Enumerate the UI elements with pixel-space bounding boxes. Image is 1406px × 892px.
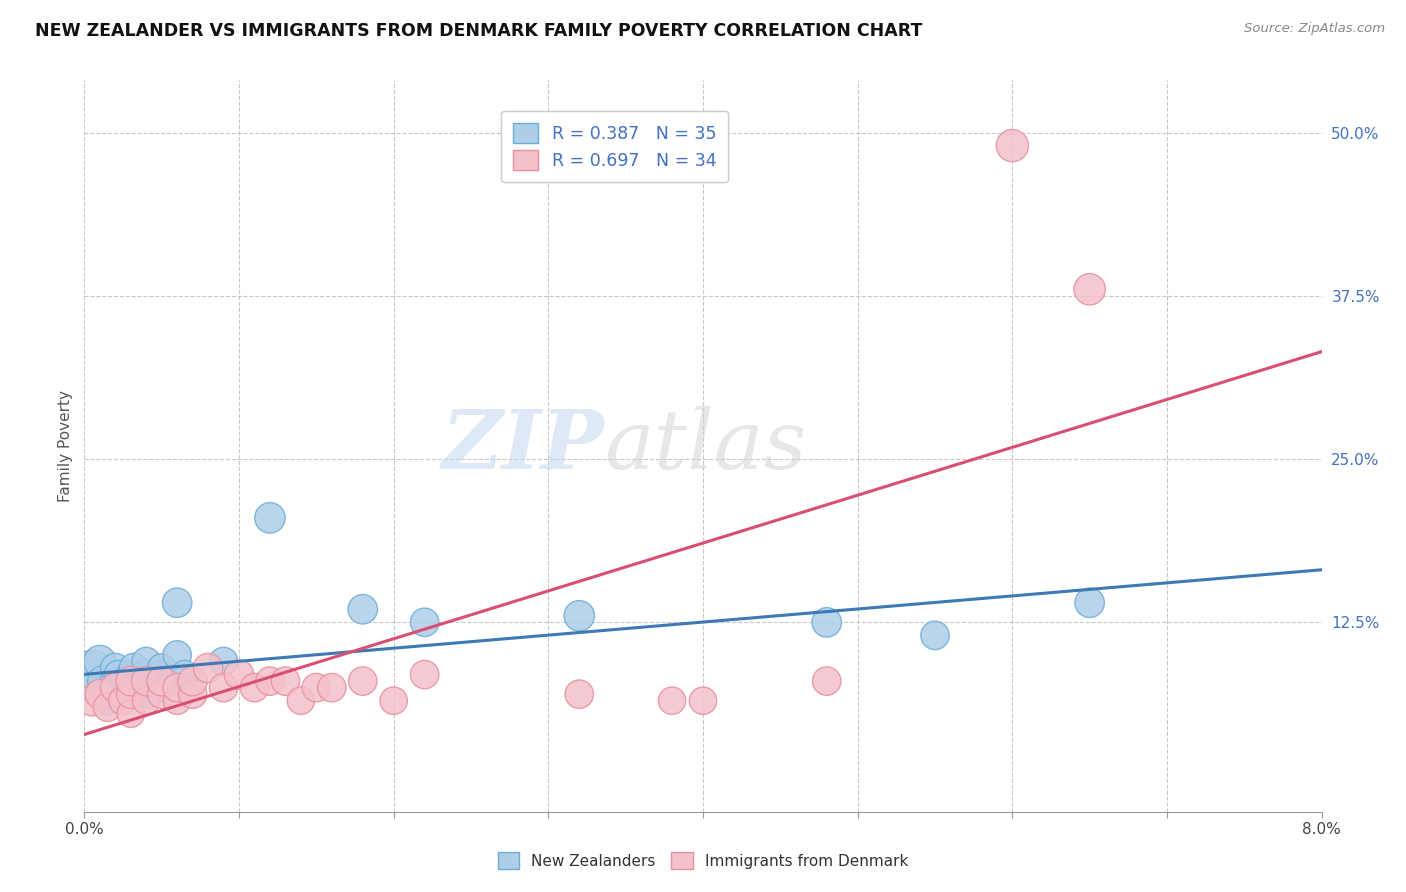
Point [96,694,118,708]
Point [413,667,436,681]
Point [166,596,188,610]
Point [135,667,157,681]
Point [259,511,281,525]
Point [107,667,129,681]
Legend: New Zealanders, Immigrants from Denmark: New Zealanders, Immigrants from Denmark [492,846,914,875]
Point [243,681,266,695]
Point [568,687,591,701]
Legend: R = 0.387   N = 35, R = 0.697   N = 34: R = 0.387 N = 35, R = 0.697 N = 34 [502,111,728,182]
Point [143,674,166,689]
Point [166,694,188,708]
Point [135,674,157,689]
Point [120,674,142,689]
Point [86,681,108,695]
Point [120,681,142,695]
Y-axis label: Family Poverty: Family Poverty [58,390,73,502]
Point [568,608,591,623]
Point [120,674,142,689]
Point [1078,596,1101,610]
Point [112,694,135,708]
Point [274,674,297,689]
Point [89,687,111,701]
Point [104,674,127,689]
Point [138,687,160,701]
Point [181,674,204,689]
Point [290,694,312,708]
Point [96,687,118,701]
Point [96,700,118,714]
Point [89,655,111,669]
Text: atlas: atlas [605,406,807,486]
Point [150,674,173,689]
Point [228,667,250,681]
Point [166,681,188,695]
Point [352,602,374,616]
Point [661,694,683,708]
Point [127,674,149,689]
Point [174,667,197,681]
Point [1078,282,1101,296]
Point [82,694,104,708]
Point [321,681,343,695]
Point [150,681,173,695]
Point [104,681,127,695]
Point [120,667,142,681]
Point [692,694,714,708]
Point [122,661,145,675]
Point [135,681,157,695]
Text: Source: ZipAtlas.com: Source: ZipAtlas.com [1244,22,1385,36]
Point [212,681,235,695]
Point [104,661,127,675]
Point [413,615,436,630]
Point [1001,138,1024,153]
Point [135,694,157,708]
Point [815,615,838,630]
Point [120,706,142,721]
Point [382,694,405,708]
Point [112,681,135,695]
Point [150,661,173,675]
Point [305,681,328,695]
Point [150,667,173,681]
Point [150,687,173,701]
Text: ZIP: ZIP [441,406,605,486]
Point [197,661,219,675]
Point [112,687,135,701]
Point [82,667,104,681]
Point [259,674,281,689]
Point [166,648,188,662]
Point [352,674,374,689]
Point [212,655,235,669]
Point [91,674,114,689]
Point [181,687,204,701]
Point [924,628,946,642]
Point [135,655,157,669]
Point [815,674,838,689]
Text: NEW ZEALANDER VS IMMIGRANTS FROM DENMARK FAMILY POVERTY CORRELATION CHART: NEW ZEALANDER VS IMMIGRANTS FROM DENMARK… [35,22,922,40]
Point [120,687,142,701]
